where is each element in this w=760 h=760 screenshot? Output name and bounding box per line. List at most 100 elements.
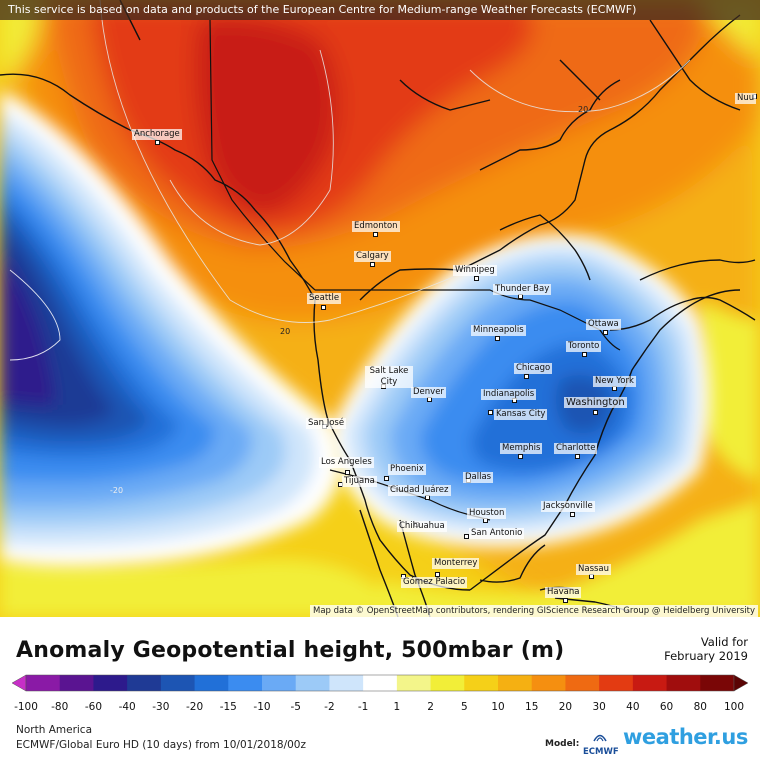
scale-swatch (363, 675, 398, 691)
city-dot (435, 572, 440, 577)
city-label-calgary: Calgary (354, 251, 391, 262)
map-canvas (0, 0, 760, 617)
region-label: North America (16, 724, 93, 736)
scale-swatch (228, 675, 263, 691)
city-label-tijuana: Tijuana (342, 476, 377, 487)
scale-swatch (599, 675, 634, 691)
city-label-chihuahua: Chihuahua (397, 521, 447, 532)
city-label-houston: Houston (467, 508, 507, 519)
scale-swatch (700, 675, 735, 691)
scale-swatch (26, 675, 61, 691)
anomaly-map[interactable]: 20 20 -20 This service is based on data … (0, 0, 760, 617)
valid-period: February 2019 (664, 649, 748, 663)
map-attribution: Map data © OpenStreetMap contributors, r… (310, 605, 758, 617)
city-label-dallas: Dallas (463, 472, 494, 483)
city-dot (563, 598, 568, 603)
contour-label: 20 (280, 327, 291, 336)
chart-title: Anomaly Geopotential height, 500mbar (m) (16, 638, 565, 663)
scale-tick-label: -100 (14, 701, 38, 713)
city-label-nuu: Nuu (735, 93, 757, 104)
city-label-thunder-bay: Thunder Bay (493, 284, 552, 295)
city-label-charlotte: Charlotte (554, 443, 598, 454)
scale-swatch (262, 675, 297, 691)
scale-arrow-high (733, 674, 749, 692)
scale-tick-label: -30 (152, 701, 170, 713)
city-label-minneapolis: Minneapolis (471, 325, 526, 336)
scale-swatch (93, 675, 128, 691)
valid-date: Valid for February 2019 (664, 635, 748, 663)
scale-tick-label: 10 (491, 701, 505, 713)
scale-swatch (160, 675, 196, 691)
scale-tick-label: -60 (84, 701, 102, 713)
contours (9, 0, 691, 361)
city-label-washington: Washington (564, 397, 627, 408)
city-label-salt-lake-city: Salt Lake City (365, 366, 413, 388)
city-label-edmonton: Edmonton (352, 221, 400, 232)
city-label-ottawa: Ottawa (586, 319, 621, 330)
scale-arrow-low (11, 674, 27, 692)
scale-swatch (194, 675, 229, 691)
city-label-chicago: Chicago (514, 363, 553, 374)
ecmwf-logo: ECMWF (583, 727, 619, 757)
scale-tick-label: 20 (558, 701, 573, 713)
scale-tick-label: -1 (357, 701, 369, 713)
scale-tick-label: 1 (393, 701, 401, 713)
scale-tick-label: -2 (324, 701, 335, 713)
scale-swatch (295, 675, 330, 691)
color-scale: -100 -80 -60 -40 -30 -20 -15 -10 -5 -2 -1 1 2 5 10 15 20… (0, 670, 760, 713)
city-label-monterrey: Monterrey (432, 558, 480, 569)
city-label-phoenix: Phoenix (388, 464, 426, 475)
city-label-winnipeg: Winnipeg (453, 265, 497, 276)
scale-swatch (565, 675, 600, 691)
city-label-new-york: New York (593, 376, 636, 387)
city-label-san-jose: San José (306, 418, 347, 429)
city-label-ciudad-juarez: Ciudad Juárez (388, 485, 451, 496)
scale-tick-label: 15 (525, 701, 539, 713)
scale-tick-label: 2 (427, 701, 434, 713)
scale-tick-label: 100 (723, 701, 745, 713)
city-label-jacksonville: Jacksonville (541, 501, 595, 512)
scale-swatch (464, 675, 499, 691)
city-label-nassau: Nassau (576, 564, 612, 575)
weather-us-logo[interactable]: weather.us (623, 725, 748, 749)
city-dot (570, 512, 575, 517)
city-label-seattle: Seattle (307, 293, 342, 304)
city-dot (370, 262, 375, 267)
valid-label: Valid for (700, 635, 748, 649)
model-label: Model: (545, 739, 580, 749)
city-dot (488, 410, 493, 415)
ecmwf-logo-text: ECMWF (583, 747, 619, 757)
scale-swatch (127, 675, 162, 691)
ecmwf-banner: This service is based on data and produc… (0, 0, 760, 20)
scale-tick-label: -40 (118, 701, 136, 713)
city-label-toronto: Toronto (566, 341, 602, 352)
scale-tick-label: 80 (693, 701, 707, 713)
scale-tick-label: -15 (219, 701, 237, 713)
city-dot (373, 232, 378, 237)
west-trough (0, 90, 342, 567)
ecmwf-globe-icon (593, 734, 607, 742)
scale-swatch (498, 675, 533, 691)
city-label-indianapolis: Indianapolis (481, 389, 537, 400)
city-dot (384, 476, 389, 481)
scale-swatch (396, 675, 432, 691)
city-dot (603, 330, 608, 335)
scale-tick-label: 5 (460, 701, 468, 713)
city-dot (518, 454, 523, 459)
city-dot (345, 470, 350, 475)
city-dot (321, 305, 326, 310)
contour-label: -20 (110, 486, 124, 495)
scale-tick-label: 60 (659, 701, 674, 713)
city-label-los-angeles: Los Angeles (319, 457, 374, 468)
scale-swatch (531, 675, 566, 691)
color-scale-bar (11, 674, 749, 692)
city-dot (524, 374, 529, 379)
model-run: ECMWF/Global Euro HD (10 days) from 10/0… (16, 739, 306, 751)
southern-yellow (0, 300, 760, 617)
city-label-san-antonio: San Antonio (469, 528, 525, 539)
scale-tick-label: -80 (51, 701, 69, 713)
scale-swatch (59, 675, 94, 691)
scale-tick-label: -5 (290, 701, 301, 713)
scale-tick-label: -10 (253, 701, 271, 713)
city-label-denver: Denver (411, 387, 446, 398)
